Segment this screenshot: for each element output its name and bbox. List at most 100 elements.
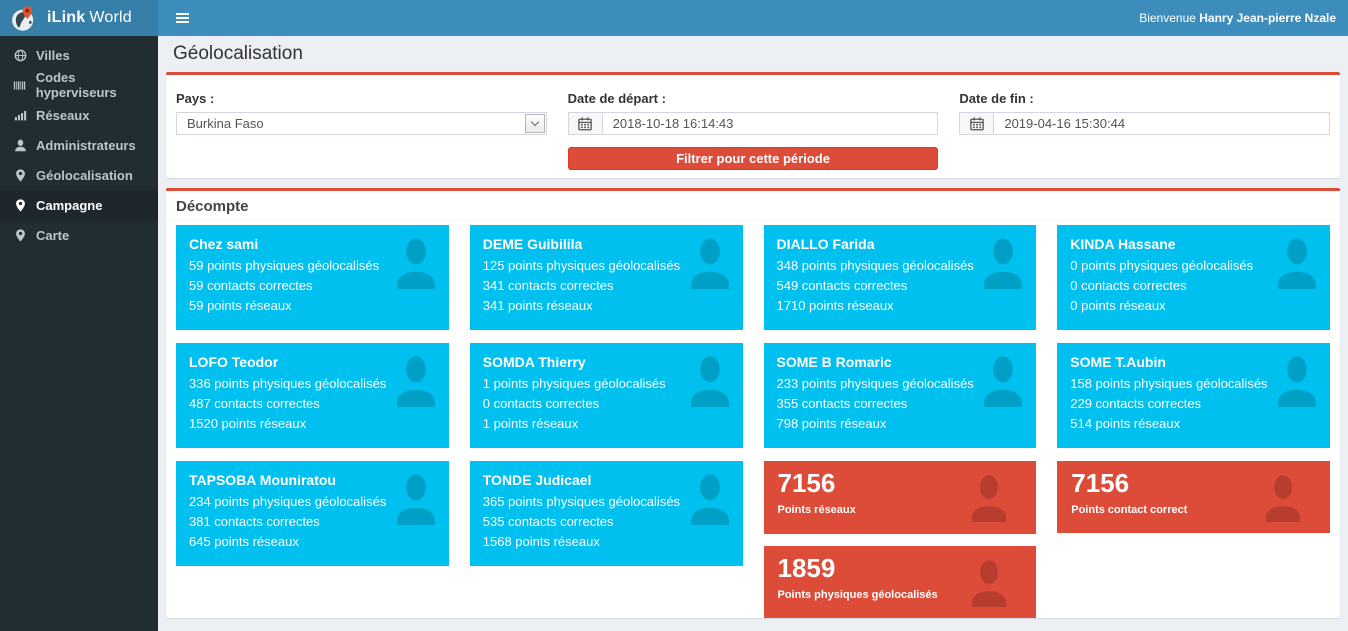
- person-icon: [984, 356, 1023, 407]
- agent-count-card[interactable]: SOMDA Thierry 1 points physiques géoloca…: [469, 343, 743, 448]
- sidebar-item-codes-hyperviseurs[interactable]: Codes hyperviseurs: [0, 70, 158, 100]
- person-icon: [972, 475, 1007, 522]
- sidebar-item-carte[interactable]: Carte: [0, 220, 158, 250]
- agent-count-card[interactable]: TONDE Judicael 365 points physiques géol…: [469, 461, 743, 566]
- page-title: Géolocalisation: [173, 43, 303, 64]
- agent-count-card[interactable]: Chez sami 59 points physiques géolocalis…: [176, 225, 449, 330]
- user-name: Hanry Jean-pierre Nzale: [1199, 11, 1336, 25]
- agent-network-points: 645 points réseaux: [189, 534, 299, 549]
- country-select-value: Burkina Faso: [187, 116, 264, 131]
- agent-count-card[interactable]: SOME T.Aubin 158 points physiques géoloc…: [1057, 343, 1330, 448]
- agent-physical-points: 1 points physiques géolocalisés: [482, 376, 666, 391]
- person-icon: [396, 356, 435, 407]
- map-marker-icon: [13, 198, 27, 212]
- agent-count-card[interactable]: DIALLO Farida 348 points physiques géolo…: [763, 225, 1037, 330]
- summary-value: 7156: [777, 468, 836, 498]
- page-content: Géolocalisation Pays : Burkina Faso Date…: [158, 36, 1348, 631]
- agent-name: SOMDA Thierry: [482, 354, 586, 370]
- agent-contacts-correct: 341 contacts correctes: [482, 278, 614, 293]
- brand-name: iLink World: [47, 9, 132, 26]
- agent-physical-points: 158 points physiques géolocalisés: [1070, 376, 1268, 391]
- cards-grid: Chez sami 59 points physiques géolocalis…: [166, 221, 1340, 618]
- agent-contacts-correct: 487 contacts correctes: [189, 396, 320, 411]
- agent-count-card[interactable]: KINDA Hassane 0 points physiques géoloca…: [1057, 225, 1330, 330]
- agent-name: Chez sami: [189, 236, 259, 252]
- signal-icon: [13, 109, 27, 122]
- agent-network-points: 1 points réseaux: [482, 416, 579, 431]
- counts-panel: Décompte Chez sami 59 points physiques g…: [166, 188, 1340, 618]
- filter-submit-button[interactable]: Filtrer pour cette période: [567, 147, 939, 170]
- agent-physical-points: 336 points physiques géolocalisés: [189, 376, 387, 391]
- agent-count-card[interactable]: SOME B Romaric 233 points physiques géol…: [763, 343, 1037, 448]
- person-icon: [972, 560, 1007, 607]
- agent-count-card[interactable]: LOFO Teodor 336 points physiques géoloca…: [176, 343, 449, 448]
- agent-network-points: 1568 points réseaux: [482, 534, 600, 549]
- sidebar: iLink World Villes Codes hyperviseurs Rés…: [0, 0, 158, 631]
- agent-physical-points: 233 points physiques géolocalisés: [776, 376, 974, 391]
- agent-contacts-correct: 549 contacts correctes: [776, 278, 908, 293]
- agent-contacts-correct: 0 contacts correctes: [482, 396, 600, 411]
- sidebar-item-campagne[interactable]: Campagne: [0, 190, 158, 220]
- agent-physical-points: 125 points physiques géolocalisés: [482, 258, 681, 273]
- calendar-icon[interactable]: [567, 112, 602, 135]
- agent-physical-points: 59 points physiques géolocalisés: [189, 258, 380, 273]
- agent-name: LOFO Teodor: [189, 354, 279, 370]
- sidebar-item-villes[interactable]: Villes: [0, 40, 158, 70]
- agent-count-card[interactable]: TAPSOBA Mouniratou 234 points physiques …: [176, 461, 449, 566]
- sidebar-item-label: Campagne: [36, 197, 103, 213]
- agent-contacts-correct: 355 contacts correctes: [776, 396, 908, 411]
- sidebar-item-label: Codes hyperviseurs: [35, 70, 117, 100]
- welcome-prefix: Bienvenue: [1139, 11, 1196, 25]
- sidebar-item-label: Villes: [36, 47, 70, 63]
- agent-name: SOME T.Aubin: [1070, 354, 1166, 370]
- person-icon: [690, 474, 729, 525]
- agent-contacts-correct: 229 contacts correctes: [1070, 396, 1202, 411]
- person-icon: [1278, 238, 1316, 289]
- agent-name: SOME B Romaric: [776, 354, 892, 370]
- country-label: Pays :: [176, 91, 215, 106]
- person-icon: [1278, 356, 1316, 407]
- summary-label: Points contact correct: [1071, 504, 1188, 516]
- agent-count-card[interactable]: DEME Guibilila 125 points physiques géol…: [469, 225, 743, 330]
- date-start-input[interactable]: [601, 112, 939, 135]
- date-start-field-group: Date de départ : Filtrer pour cette péri…: [567, 91, 939, 170]
- date-end-label: Date de fin :: [959, 91, 1034, 106]
- filter-panel: Pays : Burkina Faso Date de départ :: [166, 72, 1340, 178]
- country-select[interactable]: Burkina Faso: [176, 112, 547, 135]
- brand-logo[interactable]: iLink World: [0, 0, 158, 36]
- counts-section-title: Décompte: [166, 191, 1340, 221]
- agent-name: TAPSOBA Mouniratou: [189, 472, 336, 488]
- agent-physical-points: 0 points physiques géolocalisés: [1070, 258, 1254, 273]
- agent-network-points: 59 points réseaux: [189, 298, 292, 313]
- sidebar-item-g-olocalisation[interactable]: Géolocalisation: [0, 160, 158, 190]
- person-icon: [396, 474, 435, 525]
- summary-value: 7156: [1071, 468, 1130, 498]
- summary-count-card[interactable]: 7156 Points contact correct: [1057, 461, 1330, 533]
- sidebar-item-r-seaux[interactable]: Réseaux: [0, 100, 158, 130]
- agent-name: KINDA Hassane: [1070, 236, 1176, 252]
- sidebar-item-administrateurs[interactable]: Administrateurs: [0, 130, 158, 160]
- welcome-message: Bienvenue Hanry Jean-pierre Nzale: [1139, 11, 1336, 25]
- agent-contacts-correct: 0 contacts correctes: [1070, 278, 1187, 293]
- sidebar-menu: Villes Codes hyperviseurs Réseaux Admini…: [0, 36, 158, 250]
- calendar-icon[interactable]: [959, 112, 994, 135]
- agent-name: DIALLO Farida: [776, 236, 875, 252]
- date-end-input[interactable]: [993, 112, 1331, 135]
- person-icon: [984, 238, 1023, 289]
- map-marker-icon: [13, 228, 27, 242]
- person-icon: [690, 356, 729, 407]
- agent-physical-points: 234 points physiques géolocalisés: [189, 494, 387, 509]
- agent-physical-points: 348 points physiques géolocalisés: [776, 258, 974, 273]
- agent-network-points: 341 points réseaux: [482, 298, 593, 313]
- sidebar-item-label: Administrateurs: [36, 137, 136, 153]
- user-icon: [13, 138, 27, 152]
- country-field-group: Pays : Burkina Faso: [176, 91, 547, 170]
- summary-count-card[interactable]: 1859 Points physiques géolocalisés: [763, 546, 1037, 618]
- agent-network-points: 1710 points réseaux: [776, 298, 894, 313]
- hamburger-menu-icon[interactable]: [170, 9, 195, 27]
- summary-count-card[interactable]: 7156 Points réseaux: [763, 461, 1037, 534]
- agent-network-points: 514 points réseaux: [1070, 416, 1181, 431]
- sidebar-item-label: Carte: [36, 227, 70, 243]
- person-icon: [690, 238, 729, 289]
